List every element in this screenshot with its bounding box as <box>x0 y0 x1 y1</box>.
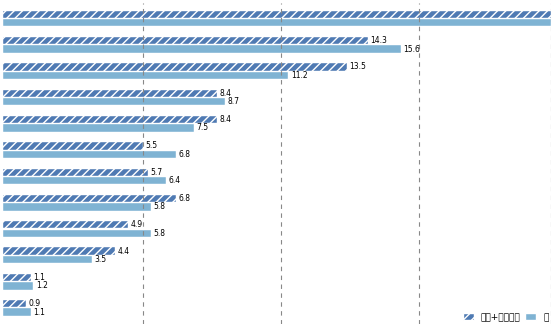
Text: 5.7: 5.7 <box>151 168 163 177</box>
Text: 0.9: 0.9 <box>28 299 40 308</box>
Bar <box>3 300 25 307</box>
Bar <box>3 124 194 132</box>
Bar <box>3 45 401 53</box>
Text: 5.8: 5.8 <box>153 202 165 212</box>
Text: 5.8: 5.8 <box>153 229 165 238</box>
Text: 5.5: 5.5 <box>146 141 158 150</box>
Bar <box>3 116 217 123</box>
Bar <box>3 63 347 71</box>
Bar <box>3 230 151 237</box>
Text: 6.8: 6.8 <box>179 150 191 159</box>
Bar <box>3 151 176 158</box>
Bar <box>3 98 225 105</box>
Bar <box>3 11 551 18</box>
Bar <box>3 168 148 176</box>
Bar <box>3 72 289 79</box>
Text: 1.1: 1.1 <box>33 308 45 317</box>
Text: 7.5: 7.5 <box>197 124 209 132</box>
Bar <box>3 177 166 184</box>
Bar <box>3 274 31 281</box>
Text: 4.4: 4.4 <box>117 247 130 256</box>
Text: 8.7: 8.7 <box>227 97 239 106</box>
Bar <box>3 203 151 211</box>
Bar <box>3 221 128 229</box>
Text: 14.3: 14.3 <box>370 36 387 45</box>
Text: 1.2: 1.2 <box>36 281 48 290</box>
Text: 8.4: 8.4 <box>219 89 232 98</box>
Text: 13.5: 13.5 <box>350 62 367 72</box>
Bar <box>3 37 367 44</box>
Text: 6.4: 6.4 <box>168 176 181 185</box>
Bar <box>3 256 92 263</box>
Text: 6.8: 6.8 <box>179 194 191 203</box>
Bar <box>3 248 115 255</box>
Bar <box>3 195 176 202</box>
Text: 1.1: 1.1 <box>33 273 45 282</box>
Bar <box>3 90 217 97</box>
Text: 3.5: 3.5 <box>95 255 107 264</box>
Text: 4.9: 4.9 <box>130 220 142 229</box>
Text: 8.4: 8.4 <box>219 115 232 124</box>
Bar <box>3 19 551 26</box>
Text: 11.2: 11.2 <box>291 71 307 80</box>
Text: 15.6: 15.6 <box>403 44 420 54</box>
Bar <box>3 142 143 149</box>
Bar <box>3 282 33 289</box>
Bar <box>3 308 31 316</box>
Legend: 사전+간이조사, 사: 사전+간이조사, 사 <box>459 309 552 326</box>
